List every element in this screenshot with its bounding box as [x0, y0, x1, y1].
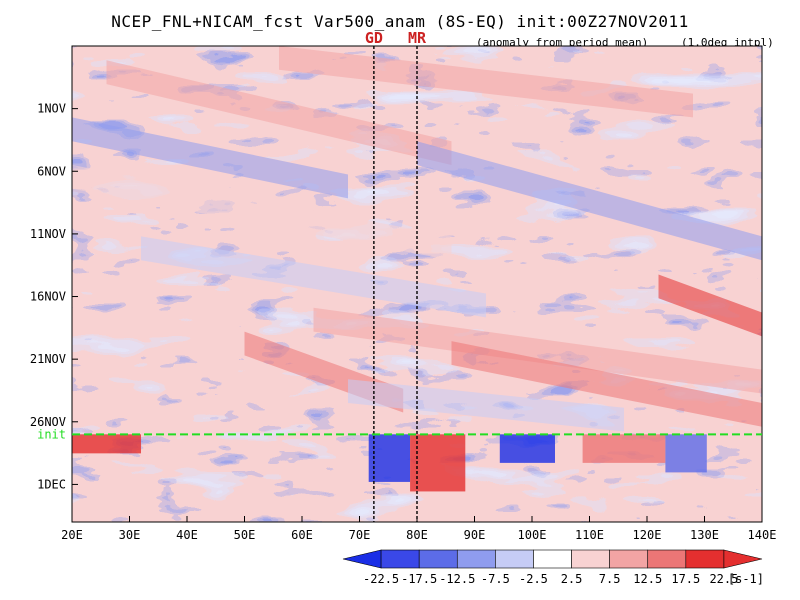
site-markers: GD MR [365, 29, 427, 522]
y-tick-label: 1DEC [37, 477, 66, 491]
y-tick-label: 1NOV [37, 102, 66, 116]
site-label: GD [365, 29, 383, 47]
colorbar-swatch [495, 549, 534, 569]
field-streak [106, 60, 452, 165]
colorbar-swatch [647, 549, 687, 569]
site-label: MR [408, 29, 427, 47]
colorbar: -22.5 -17.5 -12.5 -7.5 -2.5 2.5 7.5 12.5 17.5 22.… [342, 549, 764, 586]
colorbar-label: -22.5 [363, 572, 399, 586]
colorbar-label: -17.5 [401, 572, 437, 586]
field-streak [313, 307, 762, 394]
x-tick-label: 30E [119, 528, 141, 542]
y-axis: 1NOV 6NOV 11NOV 16NOV 21NOV 26NOV 1DEC [30, 102, 78, 491]
field-streak [72, 165, 452, 261]
forecast-anomaly [72, 434, 141, 454]
x-tick-label: 20E [61, 528, 83, 542]
x-tick-label: 110E [575, 528, 604, 542]
init-label: init [37, 427, 66, 441]
colorbar-swatch [380, 549, 420, 569]
x-axis: 20E 30E 40E 50E 60E 70E 80E 90E 100E 110E 120E 130E… [61, 516, 776, 542]
colorbar-label: -7.5 [481, 572, 510, 586]
forecast-anomaly [665, 434, 707, 473]
colorbar-unit: [s-1] [728, 572, 764, 586]
forecast-anomaly [499, 434, 555, 463]
init-marker: init [37, 427, 762, 441]
colorbar-swatch [533, 549, 572, 569]
field-streak [417, 141, 762, 261]
colorbar-swatch [685, 549, 725, 569]
colorbar-swatch [456, 549, 496, 569]
colorbar-swatch [418, 549, 458, 569]
chart-title: NCEP_FNL+NICAM_fcst Var500_anam (8S-EQ) … [111, 12, 689, 31]
colorbar-label: 17.5 [671, 572, 700, 586]
field-streak [658, 274, 762, 337]
y-tick-label: 11NOV [30, 227, 66, 241]
colorbar-swatch [571, 549, 610, 569]
forecast-anomaly [368, 434, 411, 482]
field-streak [141, 236, 486, 318]
colorbar-swatch [723, 549, 763, 569]
colorbar-label: 22.5 [709, 572, 738, 586]
y-tick-label: 26NOV [30, 415, 66, 429]
colorbar-label: 7.5 [599, 572, 621, 586]
x-tick-label: 40E [176, 528, 198, 542]
colorbar-label: -2.5 [519, 572, 548, 586]
colorbar-label: -12.5 [439, 572, 475, 586]
y-tick-label: 16NOV [30, 290, 66, 304]
y-tick-label: 21NOV [30, 352, 66, 366]
y-tick-label: 6NOV [37, 164, 66, 178]
field-streak [279, 46, 693, 118]
colorbar-label: 12.5 [633, 572, 662, 586]
forecast-anomaly [582, 434, 666, 463]
field-streak [451, 341, 762, 427]
x-tick-label: 80E [406, 528, 428, 542]
x-tick-label: 140E [748, 528, 777, 542]
colorbar-swatch [609, 549, 649, 569]
colorbar-swatch [342, 549, 382, 569]
x-tick-label: 120E [633, 528, 662, 542]
x-tick-label: 90E [464, 528, 486, 542]
x-tick-label: 60E [291, 528, 313, 542]
colorbar-label: 2.5 [561, 572, 583, 586]
x-tick-label: 70E [349, 528, 371, 542]
x-tick-label: 50E [234, 528, 256, 542]
x-tick-label: 100E [518, 528, 547, 542]
x-tick-label: 130E [690, 528, 719, 542]
forecast-anomaly [410, 434, 466, 492]
field-streak [72, 117, 348, 199]
